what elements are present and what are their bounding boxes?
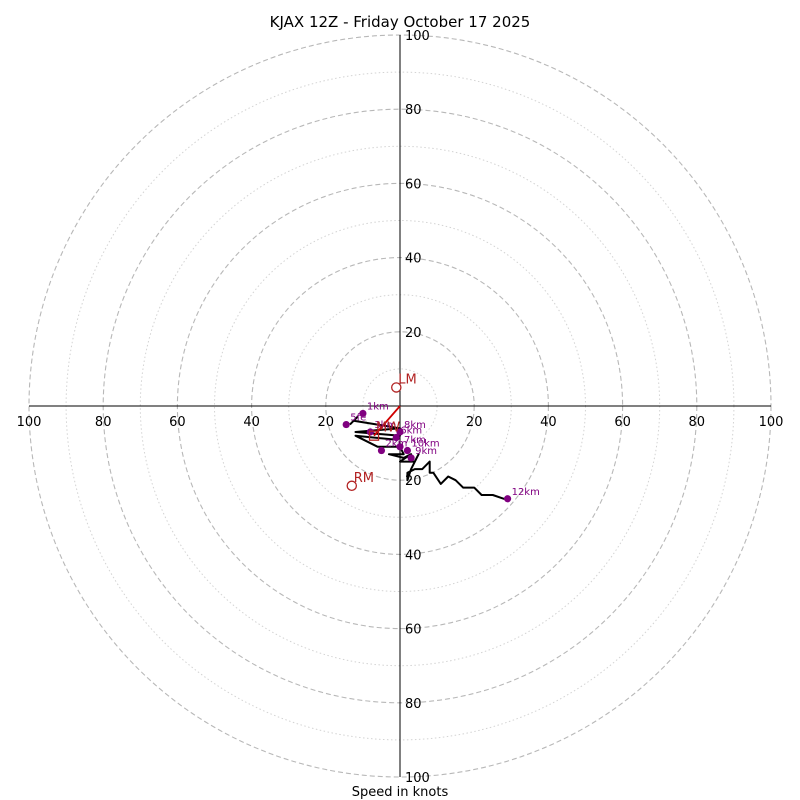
height-marker-label: 12km xyxy=(512,487,540,498)
chart-title: KJAX 12Z - Friday October 17 2025 xyxy=(270,13,531,31)
x-tick-label: 80 xyxy=(95,415,112,430)
height-marker-label: 3km xyxy=(374,420,396,431)
height-marker-label: 7km xyxy=(404,435,426,446)
hodograph-line xyxy=(349,416,508,500)
height-marker: 12km xyxy=(503,487,540,503)
height-marker-dot xyxy=(342,420,350,429)
height-marker-label: 2km xyxy=(385,439,407,450)
height-marker: 9km xyxy=(407,446,437,462)
motion-marker: RM xyxy=(346,471,374,492)
y-tick-label: 20 xyxy=(405,326,422,341)
height-marker-dot xyxy=(396,443,404,451)
height-marker-dot xyxy=(407,454,415,462)
x-tick-label: 60 xyxy=(169,415,186,430)
height-marker-dot xyxy=(392,433,400,442)
x-tick-label: 20 xyxy=(466,415,483,430)
height-marker: 1km xyxy=(359,401,389,418)
storm-motion-circle xyxy=(391,382,402,393)
y-tick-label: 100 xyxy=(405,29,430,44)
x-axis-label: Speed in knots xyxy=(352,785,449,800)
y-tick-label: 60 xyxy=(405,177,422,192)
tick-labels: 100 80 60 40 20 20 40 60 80 100100806040202040608… xyxy=(17,29,784,786)
height-marker: 3km xyxy=(366,420,396,436)
y-tick-label: 60 xyxy=(405,623,422,638)
height-marker-label: 1km xyxy=(367,401,389,412)
y-tick-label: 100 xyxy=(405,771,430,786)
height-marker-label: 9km xyxy=(415,446,437,457)
motion-marker-label: MW xyxy=(376,421,400,436)
x-tick-label: 100 xyxy=(17,415,42,430)
storm-motion-markers: LM RM MW xyxy=(346,372,417,492)
y-tick-label: 80 xyxy=(405,697,422,712)
storm-motion-circle xyxy=(346,480,358,492)
height-marker: 2km xyxy=(377,439,407,455)
height-marker-label: 10km xyxy=(411,439,439,450)
motion-marker: MW xyxy=(368,421,400,441)
y-tick-label: 80 xyxy=(405,103,422,118)
height-marker: 7km xyxy=(396,435,426,451)
height-marker-label: 5fe xyxy=(350,413,366,424)
height-marker-label: 6km xyxy=(400,426,422,437)
height-marker: 6km xyxy=(392,426,422,442)
x-tick-label: 100 xyxy=(759,415,784,430)
height-marker-dot xyxy=(366,428,374,436)
height-marker: 8km xyxy=(396,420,426,436)
x-tick-label: 80 xyxy=(689,415,706,430)
mean-wind-square xyxy=(368,430,380,441)
motion-marker-label: RM xyxy=(354,471,374,486)
x-tick-label: 40 xyxy=(243,415,260,430)
height-marker-label: 8km xyxy=(404,420,426,431)
y-tick-label: 40 xyxy=(405,548,422,563)
height-marker: 10km xyxy=(403,439,440,455)
x-tick-label: 20 xyxy=(318,415,335,430)
height-marker-dot xyxy=(503,495,512,503)
motion-marker: LM xyxy=(391,372,417,393)
y-tick-label: 40 xyxy=(405,252,422,267)
height-marker: 5fe xyxy=(342,413,366,429)
height-marker-dot xyxy=(403,446,412,455)
height-marker-dot xyxy=(377,446,386,455)
x-tick-label: 60 xyxy=(614,415,631,430)
x-tick-label: 40 xyxy=(540,415,557,430)
height-marker-dot xyxy=(359,409,367,418)
height-marker-dot xyxy=(396,428,404,436)
motion-marker-label: LM xyxy=(398,372,416,387)
